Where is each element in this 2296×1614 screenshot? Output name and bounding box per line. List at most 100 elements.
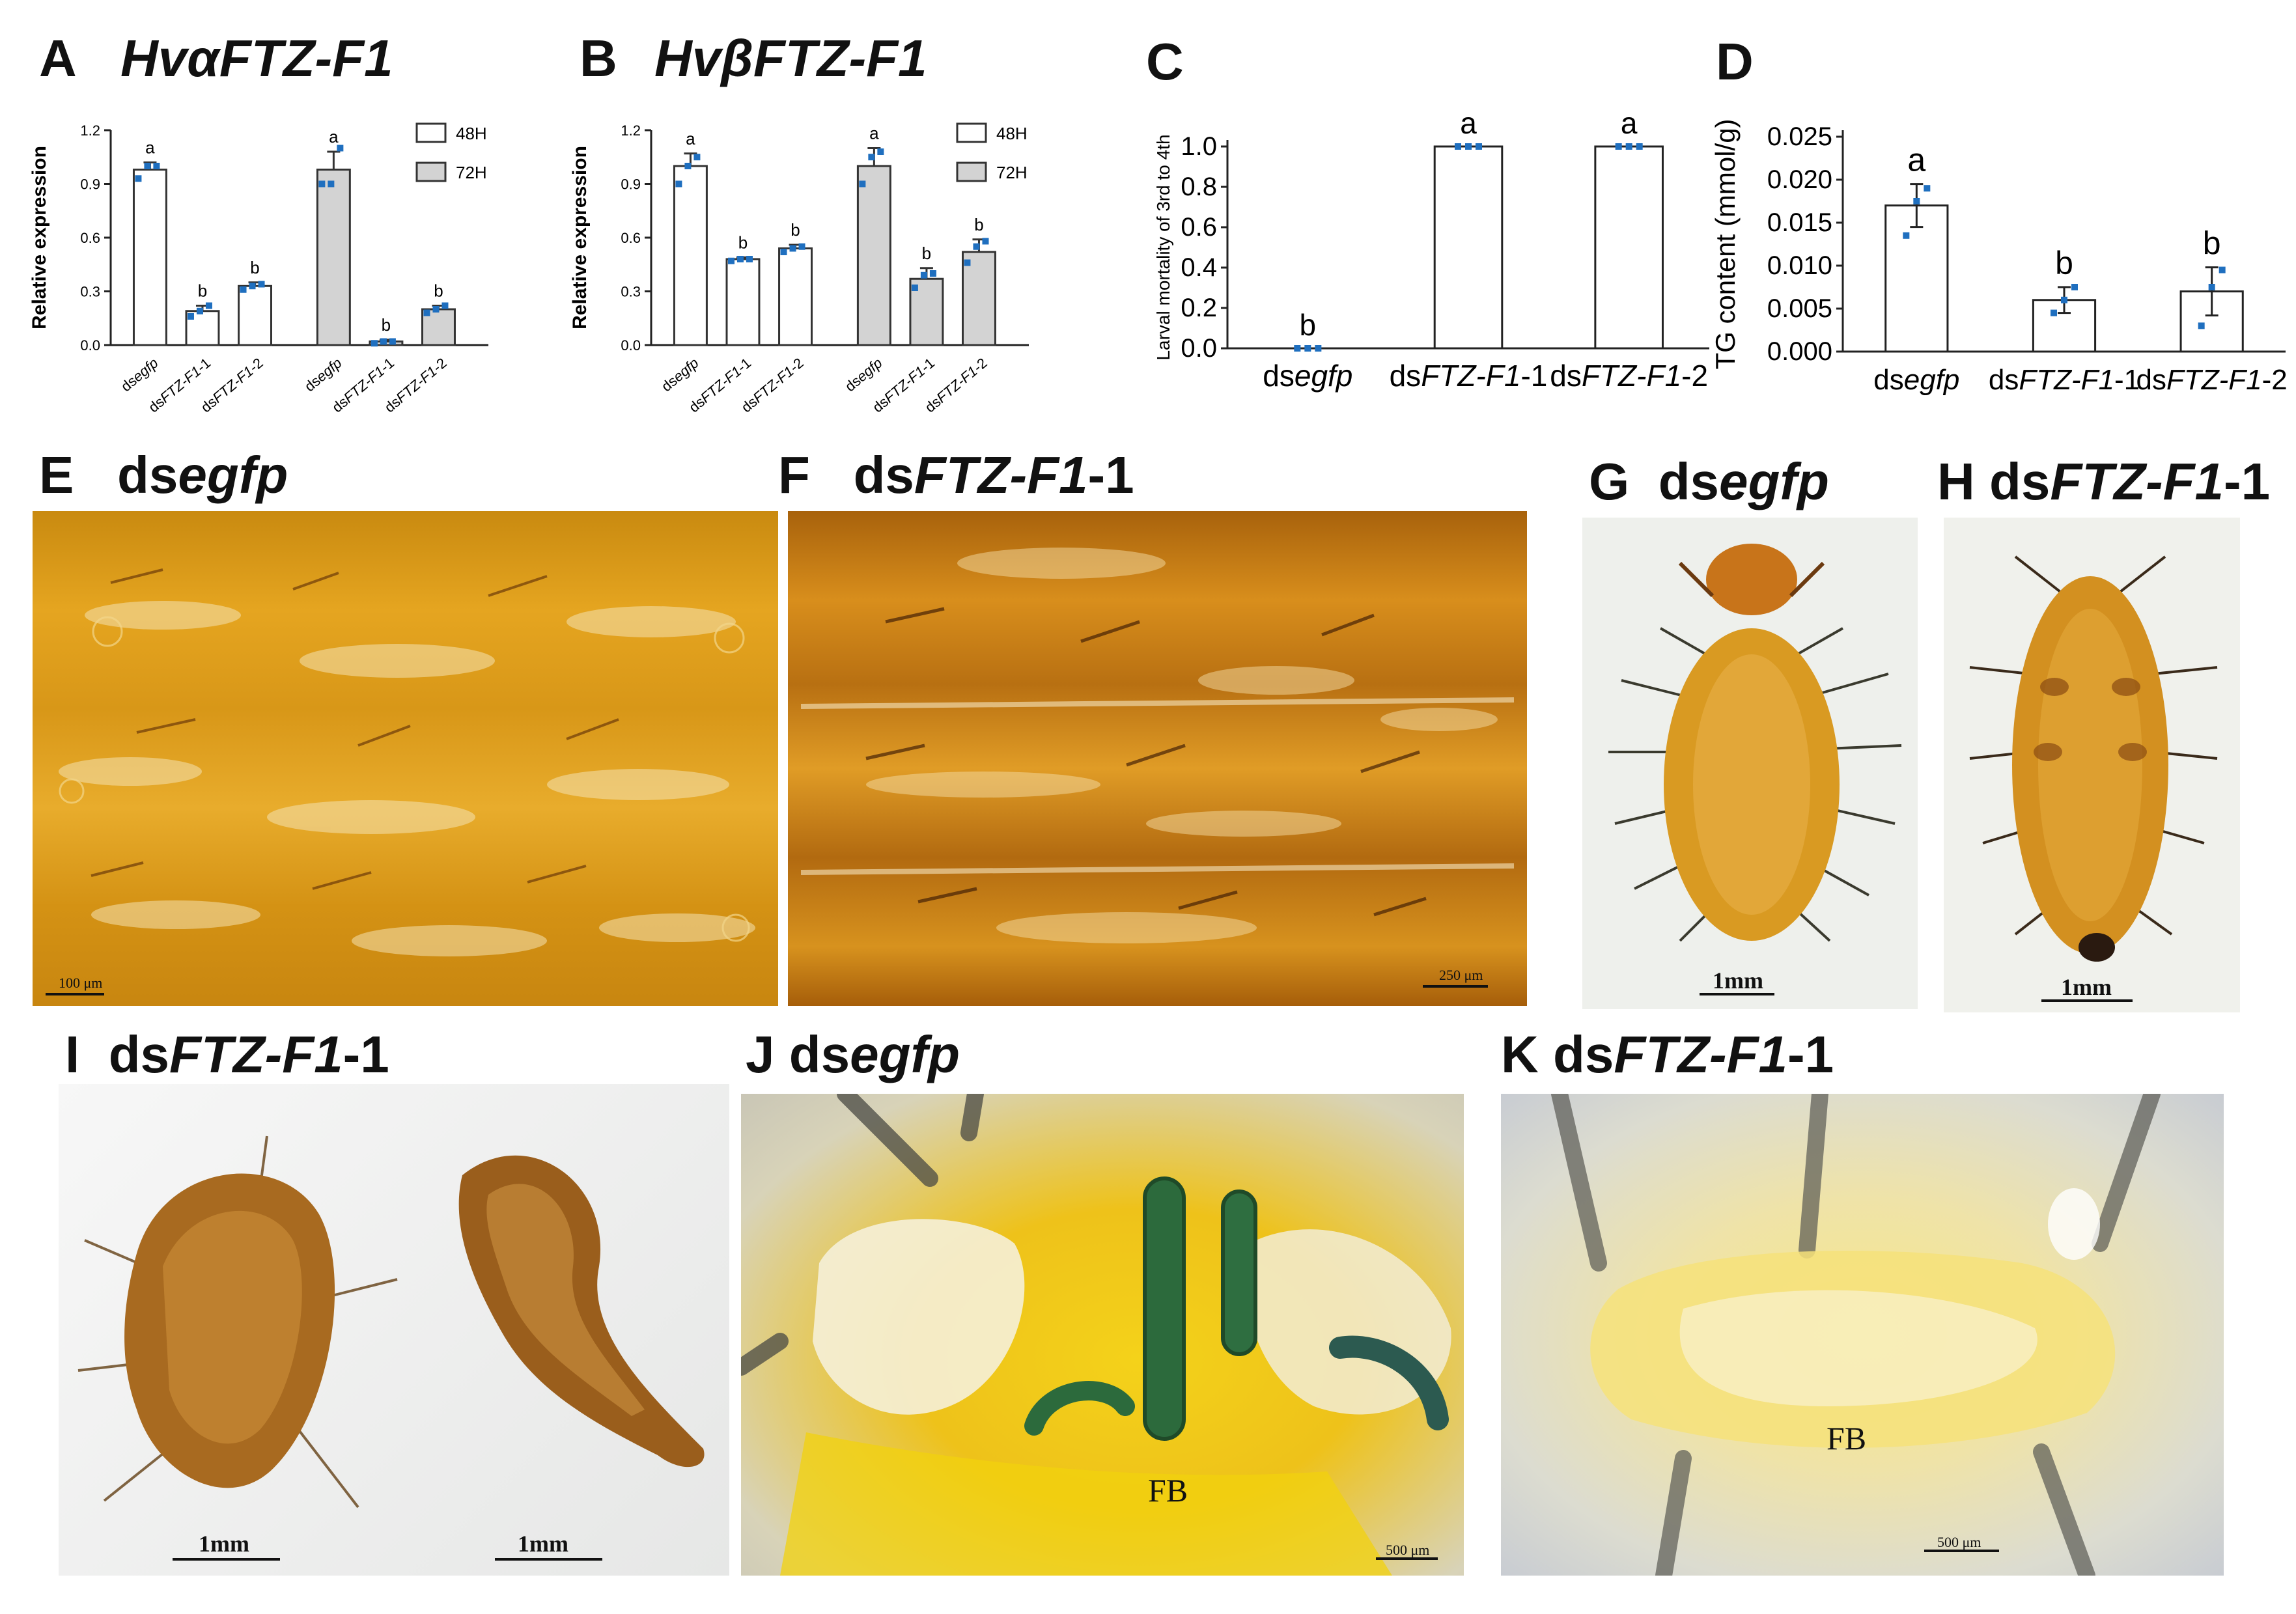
data-point	[868, 154, 875, 161]
larva-photo-dsftz-f1-1: 1mm	[1944, 518, 2240, 1012]
scale-bar-i-left	[173, 1558, 280, 1561]
fat-body-photo-dsftz-f1-1: FB 500 μm	[1501, 1094, 2224, 1576]
data-point	[1455, 143, 1461, 150]
scale-bar-h	[2041, 999, 2133, 1002]
data-point	[798, 243, 805, 250]
data-point	[205, 302, 212, 309]
significance-letter: a	[1907, 142, 1925, 178]
scale-label-h: 1mm	[2061, 974, 2112, 1000]
y-tick-label: 0.3	[80, 284, 100, 300]
panel-label-a: A	[39, 29, 77, 87]
fat-body-illustration-j	[741, 1094, 1451, 1576]
data-point	[684, 163, 692, 169]
panel-label-b: B	[580, 29, 617, 87]
data-point	[675, 180, 682, 188]
legend-swatch	[415, 122, 447, 143]
scale-label-i-left: 1mm	[199, 1531, 249, 1557]
scale-label-g: 1mm	[1713, 967, 1763, 994]
x-tick-label: dsFTZ-F1-2	[1550, 359, 1708, 393]
data-point	[1903, 232, 1910, 239]
bar	[1433, 145, 1504, 350]
data-point	[964, 259, 971, 266]
significance-letter: b	[2203, 225, 2221, 262]
cuticle-texture-f	[800, 548, 1515, 943]
data-point	[2208, 284, 2215, 290]
significance-letter: b	[791, 220, 800, 240]
y-tick-label: 0.6	[621, 230, 641, 246]
data-point	[1304, 345, 1311, 352]
data-point	[2061, 296, 2067, 303]
significance-letter: a	[869, 124, 879, 143]
bar	[1594, 145, 1664, 350]
data-point	[371, 340, 378, 347]
data-point	[258, 281, 265, 288]
y-tick-label: 0.6	[1181, 213, 1217, 242]
data-point	[389, 338, 396, 345]
significance-letter: b	[434, 281, 443, 301]
legend-label: 72H	[996, 163, 1028, 182]
data-point	[144, 163, 151, 169]
data-point	[1465, 143, 1472, 150]
data-point	[1924, 185, 1931, 192]
data-point	[789, 245, 796, 252]
scale-label-j: 500 μm	[1386, 1542, 1430, 1558]
data-point	[196, 307, 203, 314]
significance-letter: a	[145, 138, 155, 158]
scale-bar-j	[1376, 1557, 1438, 1560]
fat-body-label-k: FB	[1827, 1420, 1867, 1456]
data-point	[911, 285, 918, 291]
larvae-illustration-i	[77, 1135, 705, 1509]
significance-letter: b	[198, 281, 207, 301]
y-axis-label: TG content (mmol/g)	[1713, 118, 1741, 369]
data-point	[240, 286, 247, 293]
scale-bar-k	[1924, 1550, 1999, 1552]
data-point	[982, 238, 989, 245]
y-tick-label: 1.2	[80, 122, 100, 139]
y-axis-label: Larval mortality of 3rd to 4th	[1153, 134, 1173, 360]
x-tick-label: dsFTZ-F1-1	[1390, 359, 1548, 393]
panel-label-i: I dsFTZ-F1-1	[65, 1025, 389, 1083]
x-tick-label: dsegfp	[1873, 364, 1959, 396]
panel-label-g: G dsegfp	[1589, 452, 1829, 510]
data-point	[1294, 345, 1301, 352]
y-tick-label: 0.0	[1181, 334, 1217, 363]
fat-body-label-j: FB	[1148, 1472, 1188, 1509]
x-tick-label: dsegfp	[118, 355, 161, 395]
dead-larvae-photo: 1mm 1mm	[59, 1084, 729, 1576]
legend-swatch	[956, 161, 987, 182]
significance-letter: a	[1621, 106, 1638, 140]
cuticle-photo-dsegfp: 100 μm	[33, 511, 778, 1006]
data-point	[1615, 143, 1622, 150]
fat-body-photo-dsegfp: FB 500 μm	[741, 1094, 1464, 1576]
data-point	[1625, 143, 1632, 150]
y-tick-label: 0.005	[1767, 294, 1832, 323]
y-tick-label: 0.015	[1767, 208, 1832, 237]
data-point	[736, 256, 744, 262]
scale-bar-e	[46, 993, 104, 995]
panel-title-a: HvαFTZ-F1	[120, 29, 393, 87]
significance-letter: b	[2055, 245, 2073, 281]
data-point	[727, 257, 735, 264]
scale-bar-g	[1700, 993, 1774, 995]
chart-a: 0.0 0.3 0.6 0.9 1.2 Relative expression a b b a b b…	[29, 122, 488, 415]
bar	[132, 169, 167, 346]
scale-label-f: 250 μm	[1439, 967, 1483, 983]
cuticle-photo-dsftz-f1-1: 250 μm	[788, 511, 1527, 1006]
significance-letter: a	[686, 129, 695, 148]
bar	[1884, 204, 1949, 353]
y-axis-label: Relative expression	[569, 146, 591, 329]
y-tick-label: 0.3	[621, 284, 641, 300]
chart-d: 0.000 0.005 0.010 0.015 0.020 0.025 TG content…	[1713, 118, 2288, 396]
x-tick-label: dsFTZ-F1-1	[1989, 364, 2140, 396]
y-tick-label: 0.0	[80, 337, 100, 354]
panel-label-f: F dsFTZ-F1-1	[778, 446, 1134, 504]
x-tick-label: dsegfp	[842, 355, 886, 395]
bar	[856, 165, 891, 346]
scale-bar-f	[1423, 985, 1488, 988]
bar	[2179, 290, 2244, 353]
legend-swatch	[956, 122, 987, 143]
scale-label-i-right: 1mm	[518, 1531, 568, 1557]
significance-letter: b	[250, 258, 259, 277]
data-point	[249, 283, 256, 290]
larva-illustration-h	[1969, 555, 2218, 962]
